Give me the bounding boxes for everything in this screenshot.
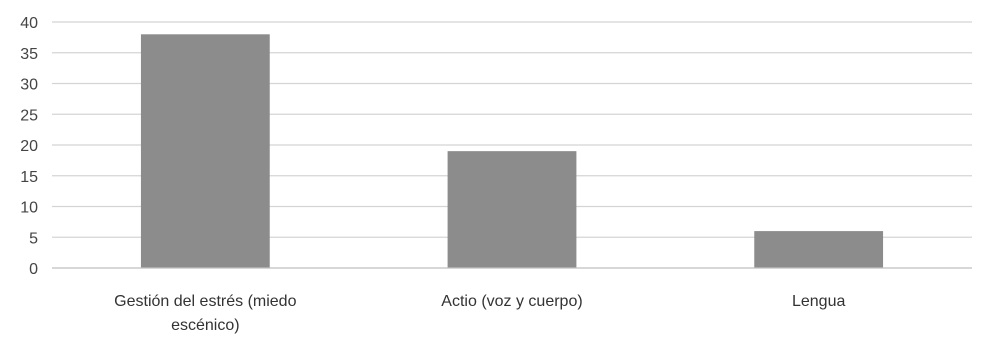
x-category-label: Lengua [792, 293, 845, 310]
x-category-label-line: Actio (voz y cuerpo) [441, 293, 582, 310]
y-tick-label: 15 [20, 169, 38, 186]
y-tick-label: 0 [29, 261, 38, 278]
y-axis-tick-labels: 0 5 10 15 20 25 30 35 40 [20, 15, 38, 278]
y-tick-label: 10 [20, 200, 38, 217]
x-category-label: Gestión del estrés (miedo escénico) [114, 293, 296, 334]
x-axis-category-labels: Gestión del estrés (miedo escénico) Actio … [114, 293, 845, 334]
y-tick-label: 25 [20, 107, 38, 124]
x-category-label-line: Lengua [792, 293, 845, 310]
x-category-label-line: Gestión del estrés (miedo [114, 293, 296, 310]
y-tick-label: 20 [20, 138, 38, 155]
x-category-label-line: escénico) [171, 317, 239, 334]
y-tick-label: 35 [20, 46, 38, 63]
y-tick-label: 40 [20, 15, 38, 32]
x-category-label: Actio (voz y cuerpo) [441, 293, 582, 310]
bar [140, 34, 270, 268]
bars [140, 34, 884, 268]
y-tick-label: 30 [20, 77, 38, 94]
y-tick-label: 5 [29, 230, 38, 247]
bar [447, 151, 577, 268]
bar [754, 231, 884, 268]
